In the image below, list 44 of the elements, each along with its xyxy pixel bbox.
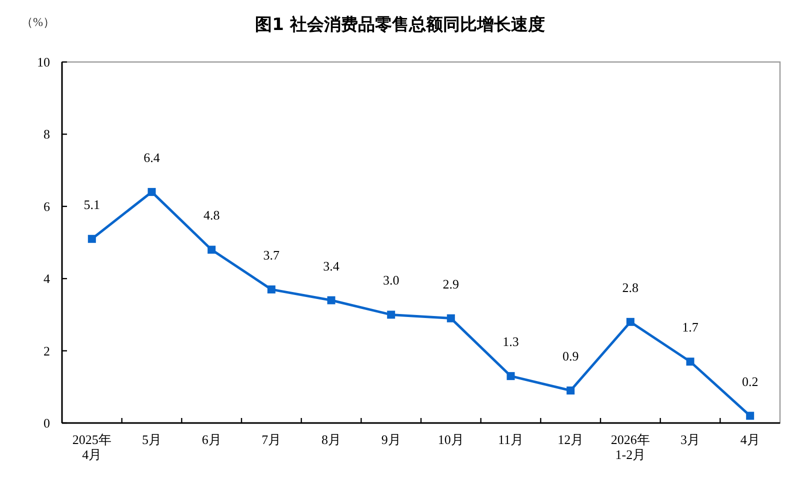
x-tick-label: 2026年 1-2月 bbox=[610, 432, 650, 462]
point bbox=[626, 318, 634, 326]
x-tick-label: 10月 bbox=[438, 432, 464, 447]
point bbox=[686, 358, 694, 366]
x-tick-label: 6月 bbox=[202, 432, 222, 447]
x-tick-label: 5月 bbox=[142, 432, 162, 447]
data-label: 0.2 bbox=[742, 374, 758, 389]
data-label: 3.7 bbox=[263, 247, 280, 262]
point bbox=[88, 234, 96, 243]
point bbox=[327, 296, 336, 304]
data-label: 2.9 bbox=[442, 276, 460, 292]
x-tick-label: 12月 bbox=[558, 432, 584, 447]
y-tick-label: 8 bbox=[44, 126, 50, 142]
point bbox=[267, 285, 276, 294]
point bbox=[387, 310, 396, 319]
x-tick-label: 7月 bbox=[262, 432, 282, 447]
data-label: 1.3 bbox=[502, 334, 519, 350]
data-label: 0.9 bbox=[562, 348, 579, 364]
y-tick-label: 0 bbox=[44, 416, 50, 430]
x-tick-label: 9月 bbox=[381, 432, 401, 447]
y-axis-title: （%） bbox=[21, 15, 55, 29]
data-label: 4.8 bbox=[203, 208, 220, 223]
y-tick-label: 6 bbox=[44, 198, 50, 214]
y-tick-label: 4 bbox=[44, 271, 50, 286]
x-tick-label: 11月 bbox=[498, 432, 524, 447]
x-tick-label: 8月 bbox=[322, 432, 341, 447]
data-label: 3.0 bbox=[382, 272, 400, 288]
data-label: 5.1 bbox=[84, 196, 100, 212]
data-label: 2.8 bbox=[622, 280, 639, 295]
point bbox=[148, 188, 156, 196]
data-label: 1.7 bbox=[682, 320, 699, 335]
x-tick-label: 3月 bbox=[680, 432, 700, 447]
data-label: 6.4 bbox=[144, 150, 160, 165]
point bbox=[446, 314, 455, 322]
x-tick-label: 4月 bbox=[740, 432, 760, 447]
point bbox=[566, 386, 575, 395]
data-label: 3.4 bbox=[323, 258, 340, 274]
y-tick-label: 2 bbox=[44, 343, 50, 358]
point bbox=[506, 372, 515, 380]
x-tick-label: 2025年 4月 bbox=[72, 432, 112, 462]
chart-title: 图1 社会消费品零售总额同比增长速度 bbox=[255, 15, 545, 35]
y-tick-label: 10 bbox=[37, 54, 50, 70]
point bbox=[746, 412, 754, 420]
point bbox=[208, 246, 216, 254]
